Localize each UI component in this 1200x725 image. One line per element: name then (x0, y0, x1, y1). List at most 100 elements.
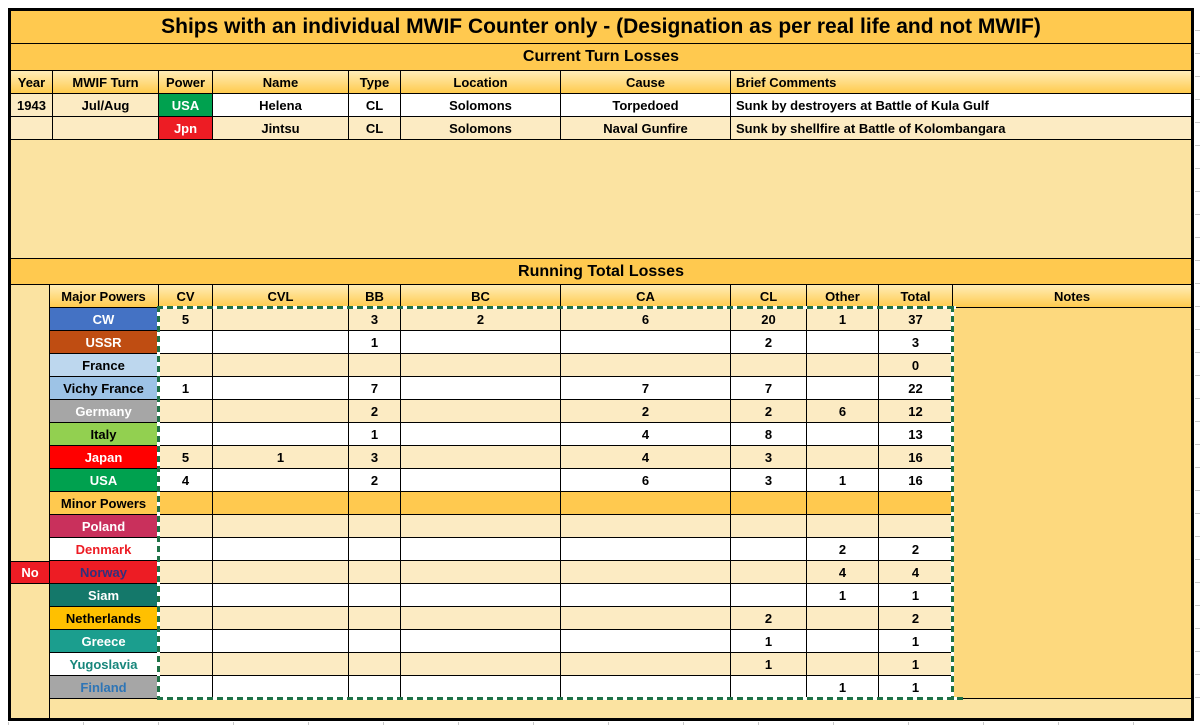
cell-cv[interactable] (159, 630, 213, 653)
cell-cvl[interactable] (213, 308, 349, 331)
cell-total[interactable]: 3 (879, 331, 953, 354)
cell-other[interactable]: 1 (807, 469, 879, 492)
col-header-bb[interactable]: BB (349, 285, 401, 308)
cell-ca[interactable] (561, 331, 731, 354)
cell-cvl[interactable]: 1 (213, 446, 349, 469)
cell-mwif-turn[interactable] (53, 117, 159, 140)
empty-rows-area[interactable] (11, 140, 1191, 258)
col-header-mwif-turn[interactable]: MWIF Turn (53, 71, 159, 94)
cell-cv[interactable]: 5 (159, 308, 213, 331)
cell-other[interactable] (807, 377, 879, 400)
cell-bc[interactable] (401, 400, 561, 423)
cell-bb[interactable] (349, 492, 401, 515)
cell-ship-name[interactable]: Helena (213, 94, 349, 117)
col-header-other[interactable]: Other (807, 285, 879, 308)
col-header-brief-comments[interactable]: Brief Comments (731, 71, 1191, 94)
cell-cl[interactable]: 7 (731, 377, 807, 400)
cell-cl[interactable]: 1 (731, 653, 807, 676)
cell-other[interactable] (807, 423, 879, 446)
cell-power[interactable]: USA (159, 94, 213, 117)
cell-bb[interactable] (349, 354, 401, 377)
cell-cv[interactable] (159, 676, 213, 699)
cell-cv[interactable] (159, 584, 213, 607)
col-header-cl[interactable]: CL (731, 285, 807, 308)
cell-cl[interactable] (731, 584, 807, 607)
power-label-cell[interactable]: Finland (49, 676, 159, 699)
cell-cv[interactable] (159, 400, 213, 423)
cell-cl[interactable]: 20 (731, 308, 807, 331)
cell-bc[interactable] (401, 538, 561, 561)
cell-cl[interactable]: 8 (731, 423, 807, 446)
cell-cv[interactable] (159, 354, 213, 377)
cell-ca[interactable] (561, 515, 731, 538)
power-label-cell[interactable]: Yugoslavia (49, 653, 159, 676)
cell-cvl[interactable] (213, 538, 349, 561)
cell-total[interactable]: 1 (879, 584, 953, 607)
cell-other[interactable] (807, 446, 879, 469)
cell-cv[interactable]: 1 (159, 377, 213, 400)
cell-cvl[interactable] (213, 676, 349, 699)
cell-other[interactable] (807, 630, 879, 653)
cell-ca[interactable] (561, 561, 731, 584)
cell-cl[interactable]: 2 (731, 607, 807, 630)
cell-other[interactable] (807, 354, 879, 377)
cell-bc[interactable] (401, 423, 561, 446)
power-label-cell[interactable]: CW (49, 308, 159, 331)
col-header-notes[interactable]: Notes (953, 285, 1191, 308)
power-label-cell[interactable]: Siam (49, 584, 159, 607)
col-header-location[interactable]: Location (401, 71, 561, 94)
cell-total[interactable]: 1 (879, 630, 953, 653)
cell-cv[interactable] (159, 331, 213, 354)
col-header-total[interactable]: Total (879, 285, 953, 308)
cell-bb[interactable] (349, 538, 401, 561)
cell-cv[interactable] (159, 492, 213, 515)
notes-empty-area[interactable] (953, 308, 1191, 699)
power-label-cell[interactable]: USSR (49, 331, 159, 354)
cell-other[interactable]: 1 (807, 676, 879, 699)
cell-bc[interactable] (401, 331, 561, 354)
cell-ca[interactable]: 4 (561, 446, 731, 469)
cell-total[interactable] (879, 492, 953, 515)
cell-cvl[interactable] (213, 561, 349, 584)
cell-bc[interactable] (401, 469, 561, 492)
cell-bc[interactable] (401, 561, 561, 584)
cell-ca[interactable]: 4 (561, 423, 731, 446)
cell-cl[interactable]: 2 (731, 331, 807, 354)
col-header-name[interactable]: Name (213, 71, 349, 94)
cell-ca[interactable] (561, 492, 731, 515)
cell-bb[interactable]: 2 (349, 400, 401, 423)
cell-other[interactable] (807, 331, 879, 354)
cell-cl[interactable] (731, 676, 807, 699)
cell-bb[interactable]: 2 (349, 469, 401, 492)
power-label-cell[interactable]: Norway (49, 561, 159, 584)
cell-ca[interactable]: 6 (561, 469, 731, 492)
cell-cv[interactable]: 4 (159, 469, 213, 492)
cell-bc[interactable] (401, 653, 561, 676)
cell-bb[interactable]: 1 (349, 331, 401, 354)
cell-total[interactable]: 2 (879, 538, 953, 561)
cell-ca[interactable]: 2 (561, 400, 731, 423)
running-total-section-header[interactable]: Running Total Losses (11, 258, 1191, 285)
cell-bc[interactable] (401, 446, 561, 469)
cell-ca[interactable] (561, 354, 731, 377)
power-label-cell[interactable]: USA (49, 469, 159, 492)
cell-cl[interactable]: 1 (731, 630, 807, 653)
col-header-cause[interactable]: Cause (561, 71, 731, 94)
cell-ca[interactable] (561, 630, 731, 653)
cell-brief-comments[interactable]: Sunk by destroyers at Battle of Kula Gul… (731, 94, 1191, 117)
cell-location[interactable]: Solomons (401, 117, 561, 140)
cell-cause[interactable]: Naval Gunfire (561, 117, 731, 140)
cell-total[interactable]: 22 (879, 377, 953, 400)
cell-total[interactable]: 1 (879, 653, 953, 676)
cell-bc[interactable]: 2 (401, 308, 561, 331)
power-label-cell[interactable]: Japan (49, 446, 159, 469)
cell-cvl[interactable] (213, 400, 349, 423)
cell-cl[interactable]: 2 (731, 400, 807, 423)
cell-location[interactable]: Solomons (401, 94, 561, 117)
cell-other[interactable]: 2 (807, 538, 879, 561)
cell-other[interactable]: 1 (807, 584, 879, 607)
cell-ca[interactable] (561, 653, 731, 676)
cell-year[interactable] (11, 117, 53, 140)
cell-cause[interactable]: Torpedoed (561, 94, 731, 117)
cell-cv[interactable] (159, 653, 213, 676)
